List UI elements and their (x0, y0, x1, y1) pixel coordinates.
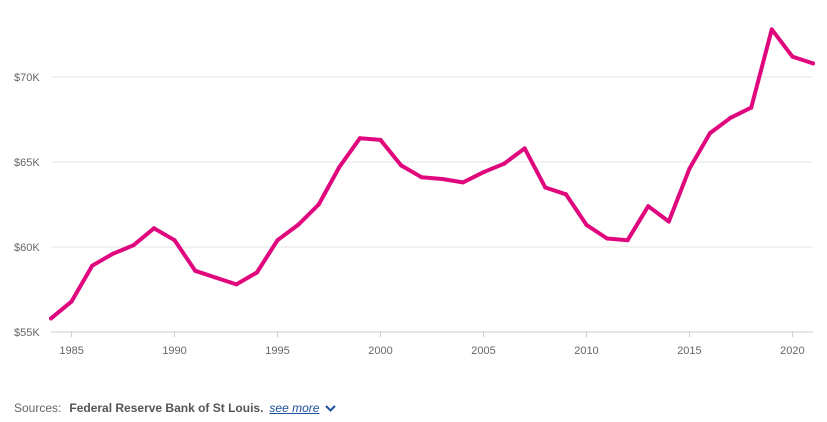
data-point (646, 204, 651, 209)
sources-label: Sources: (14, 401, 62, 415)
y-tick-label: $55K (14, 327, 40, 339)
data-point (790, 54, 795, 59)
x-tick-label: 1985 (59, 345, 83, 357)
data-point (708, 131, 713, 136)
y-axis: $55K $60K $65K $70K (14, 72, 40, 339)
data-point (605, 236, 610, 241)
see-more-link[interactable]: see more (269, 401, 337, 415)
data-point (811, 61, 815, 66)
data-point (563, 192, 568, 197)
see-more-label: see more (269, 401, 320, 415)
x-tick-label: 2015 (677, 345, 701, 357)
data-point (522, 146, 527, 151)
y-tick-label: $60K (14, 242, 40, 254)
data-point (49, 316, 53, 321)
data-point (419, 175, 424, 180)
x-tick-label: 2000 (368, 345, 392, 357)
data-point (666, 219, 671, 224)
y-tick-label: $70K (14, 72, 40, 84)
data-point (687, 166, 692, 171)
data-point (110, 251, 115, 256)
data-point (254, 270, 259, 275)
data-point (90, 263, 95, 268)
data-point (440, 177, 445, 181)
data-point (749, 105, 754, 110)
data-point (213, 275, 218, 280)
sources-name: Federal Reserve Bank of St Louis. (69, 401, 264, 415)
data-point (172, 238, 177, 243)
data-point (399, 163, 404, 168)
x-tick-label: 1990 (162, 345, 186, 357)
y-tick-label: $65K (14, 157, 40, 169)
data-point (357, 136, 362, 141)
data-point (584, 222, 589, 227)
x-tick-label: 2010 (574, 345, 598, 357)
sources-note: Sources: Federal Reserve Bank of St Loui… (14, 398, 337, 418)
x-tick-label: 2020 (780, 345, 804, 357)
data-point (69, 299, 74, 304)
data-point (769, 27, 774, 32)
data-point (728, 115, 733, 120)
data-point (151, 226, 156, 231)
data-point (337, 165, 342, 170)
data-point (234, 282, 239, 287)
x-tick-label: 1995 (265, 345, 289, 357)
x-axis: 1985 1990 1995 2000 2005 2010 2015 2020 (59, 332, 805, 357)
data-point (625, 238, 630, 243)
data-point (543, 185, 548, 190)
data-point (378, 137, 383, 142)
grid-layer (51, 76, 813, 333)
x-tick-label: 2005 (471, 345, 495, 357)
data-point (193, 268, 198, 273)
line-chart: $55K $60K $65K $70K 1985 1990 1995 2000 2005 201… (14, 27, 815, 357)
data-point (131, 243, 136, 248)
data-point (275, 238, 280, 243)
data-point (481, 170, 486, 175)
data-point (460, 180, 465, 185)
data-point (316, 202, 321, 207)
series-line (49, 27, 815, 321)
series-layer (49, 27, 815, 321)
data-point (296, 222, 301, 227)
chevron-down-icon (325, 401, 337, 415)
data-point (502, 161, 507, 166)
